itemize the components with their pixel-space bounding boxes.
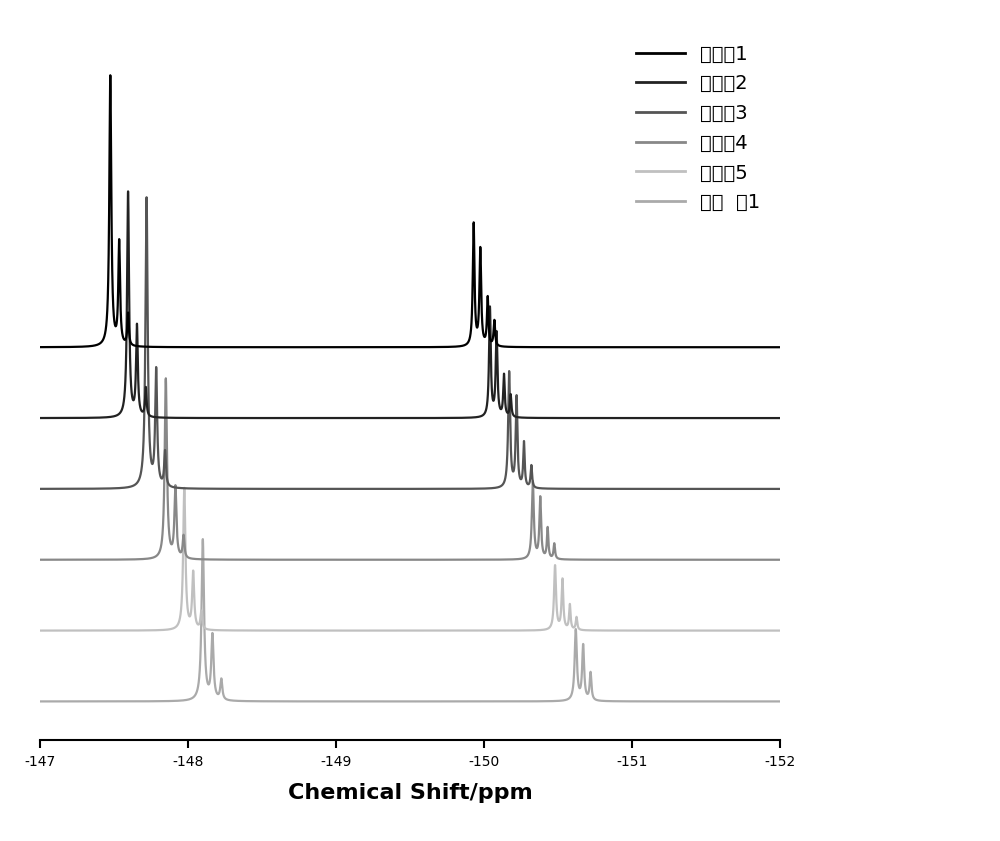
实施例1	[752, 342, 764, 352]
实施例3	[432, 484, 444, 494]
实施例4	[51, 555, 63, 565]
实施例1	[126, 340, 138, 350]
对比  例1	[51, 696, 63, 706]
实施例1	[51, 342, 63, 352]
对比  例1	[34, 696, 46, 706]
Line: 实施例2: 实施例2	[40, 192, 795, 418]
实施例3	[141, 193, 153, 203]
实施例4	[752, 555, 764, 565]
实施例1	[104, 71, 116, 81]
实施例2	[122, 187, 134, 197]
实施例1	[34, 342, 46, 352]
Line: 对比  例1: 对比 例1	[40, 539, 795, 701]
实施例4	[515, 553, 527, 563]
Line: 实施例1: 实施例1	[40, 76, 795, 347]
实施例1	[515, 342, 527, 352]
实施例3	[752, 484, 764, 494]
实施例3	[789, 484, 801, 494]
实施例5	[126, 626, 138, 636]
实施例3	[34, 484, 46, 494]
实施例4	[718, 555, 730, 565]
实施例3	[126, 481, 138, 491]
实施例3	[515, 474, 527, 484]
实施例2	[432, 413, 444, 423]
对比  例1	[752, 696, 764, 706]
对比  例1	[789, 696, 801, 706]
实施例2	[34, 413, 46, 423]
实施例2	[789, 413, 801, 423]
实施例3	[51, 484, 63, 494]
Legend: 实施例1, 实施例2, 实施例3, 实施例4, 实施例5, 对比  例1: 实施例1, 实施例2, 实施例3, 实施例4, 实施例5, 对比 例1	[627, 35, 770, 222]
实施例5	[752, 626, 764, 636]
实施例4	[126, 554, 138, 564]
实施例2	[718, 413, 730, 423]
实施例2	[51, 413, 63, 423]
实施例5	[515, 626, 527, 636]
对比  例1	[432, 696, 444, 706]
X-axis label: Chemical Shift/ppm: Chemical Shift/ppm	[288, 783, 532, 803]
实施例5	[432, 626, 444, 636]
实施例2	[515, 412, 527, 422]
实施例5	[51, 626, 63, 636]
实施例1	[432, 342, 444, 352]
对比  例1	[197, 534, 209, 544]
实施例3	[718, 484, 730, 494]
实施例1	[789, 342, 801, 352]
实施例5	[789, 626, 801, 636]
实施例2	[126, 393, 138, 403]
Line: 实施例4: 实施例4	[40, 378, 795, 560]
实施例5	[718, 626, 730, 636]
对比  例1	[515, 696, 527, 706]
实施例1	[718, 342, 730, 352]
实施例4	[34, 555, 46, 565]
对比  例1	[718, 696, 730, 706]
Line: 实施例5: 实施例5	[40, 488, 795, 631]
Line: 实施例3: 实施例3	[40, 198, 795, 489]
实施例4	[160, 373, 172, 383]
实施例5	[34, 626, 46, 636]
实施例5	[178, 483, 190, 493]
实施例4	[432, 555, 444, 565]
实施例4	[789, 555, 801, 565]
实施例2	[752, 413, 764, 423]
对比  例1	[126, 696, 138, 706]
